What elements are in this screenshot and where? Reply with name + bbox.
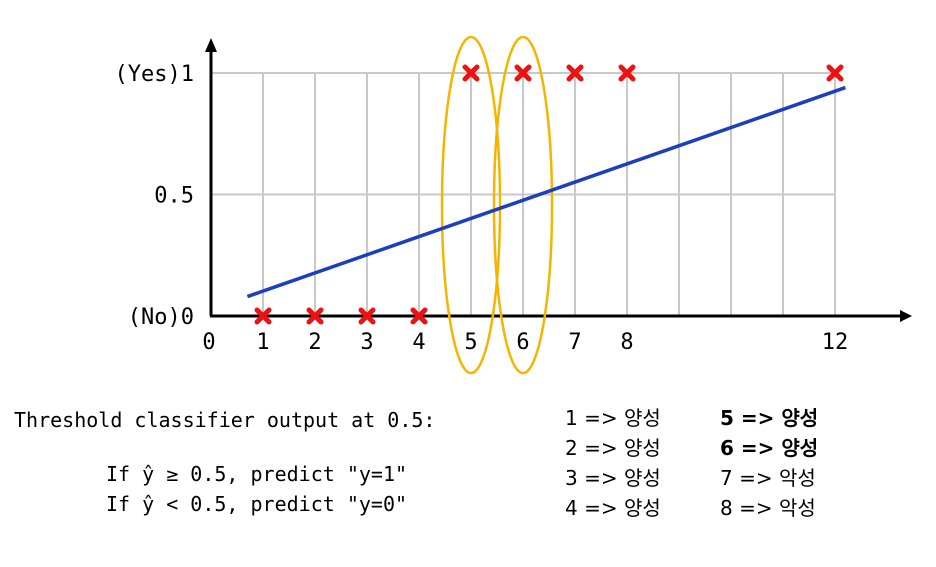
data-point [514,64,532,82]
y-axis-arrow-icon [205,38,217,52]
y-tick-label: 0.5 [154,184,194,209]
highlight-ellipse [492,35,554,375]
x-tick-label: 12 [822,330,849,355]
mapping-item: 8 => 악성 [720,496,816,520]
threshold-notes: Threshold classifier output at 0.5: If ŷ… [14,402,554,552]
y-tick-label: (Yes)1 [115,62,194,87]
y-tick-label: (No)0 [128,305,194,330]
notes-header: Threshold classifier output at 0.5: [14,408,436,432]
data-point [566,64,584,82]
x-axis-arrow-icon [900,310,912,322]
data-point [358,307,376,325]
highlight-ellipses [440,35,554,375]
grid [211,72,836,316]
x-tick-label: 5 [464,330,477,355]
mapping-item: 6 => 양성 [720,436,819,460]
axes [205,38,912,322]
mapping-item: 7 => 악성 [720,466,816,490]
x-tick-label: 0 [202,330,215,355]
mapping-item: 3 => 양성 [565,466,661,490]
data-point [826,64,844,82]
data-points [254,64,844,325]
mapping-item: 4 => 양성 [565,496,661,520]
data-point [410,307,428,325]
data-point [254,307,272,325]
fit-line-layer [246,85,846,299]
x-tick-label: 3 [360,330,373,355]
tick-labels: 0 1 2 3 4 5 6 7 8 12(No)00.5(Yes)1 [115,62,849,355]
x-tick-label: 6 [516,330,529,355]
x-tick-label: 1 [256,330,269,355]
highlight-ellipse [440,35,502,375]
x-tick-label: 8 [620,330,633,355]
data-point [462,64,480,82]
data-point [618,64,636,82]
class-mapping: 1 => 양성 2 => 양성 3 => 양성 4 => 양성 5 => 양성 6 => … [565,402,895,542]
x-tick-label: 2 [308,330,321,355]
mapping-item: 2 => 양성 [565,436,661,460]
x-tick-label: 7 [568,330,581,355]
rule-lt: If ŷ < 0.5, predict "y=0" [106,492,408,516]
data-point [306,307,324,325]
fit-line [246,85,846,299]
x-tick-label: 4 [412,330,425,355]
mapping-item: 5 => 양성 [720,406,819,430]
mapping-item: 1 => 양성 [565,406,661,430]
chart: 0 1 2 3 4 5 6 7 8 12(No)00.5(Yes)1 [115,35,912,375]
rule-ge: If ŷ ≥ 0.5, predict "y=1" [106,462,408,486]
